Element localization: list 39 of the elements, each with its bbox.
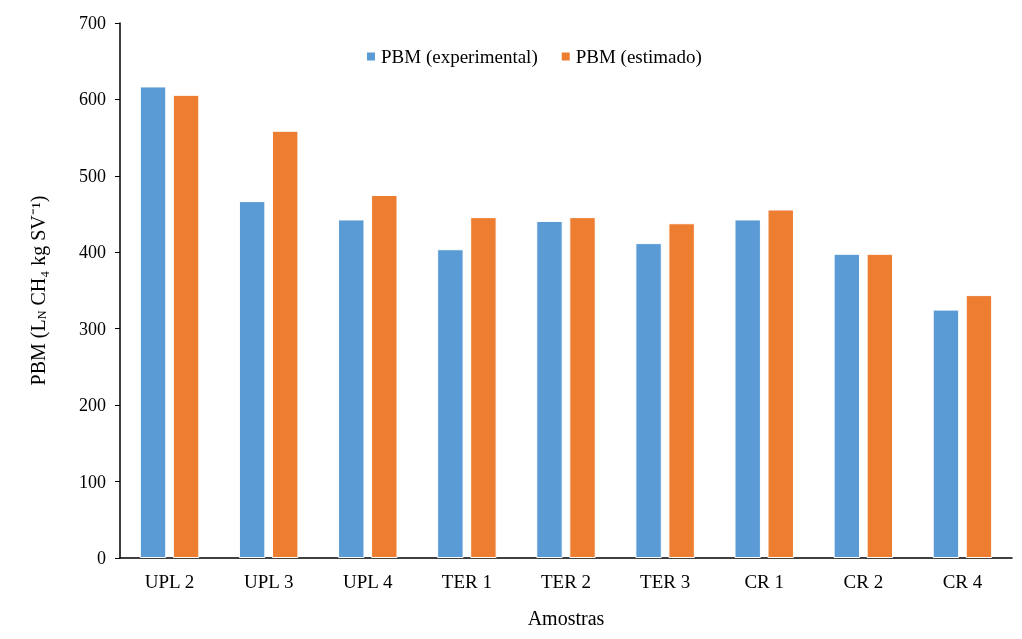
bar [767, 209, 794, 558]
x-tick-label: UPL 4 [343, 571, 393, 592]
x-tick-label: UPL 3 [243, 571, 294, 592]
x-tick-label: CR 1 [744, 571, 785, 592]
bar [635, 243, 662, 558]
x-axis-title: Amostras [527, 607, 605, 629]
y-axis-title: PBM (LN CH₄ kg SV⁻¹) [27, 195, 50, 386]
bar [470, 217, 497, 558]
bar [139, 86, 167, 558]
bar [437, 249, 464, 558]
bar [271, 130, 299, 558]
legend-label: PBM (experimental) [381, 46, 538, 68]
x-tick-label: TER 3 [640, 571, 691, 592]
y-tick-label: 100 [79, 471, 106, 492]
y-tick-label: 0 [97, 548, 106, 568]
bar [965, 295, 993, 558]
bar [668, 223, 695, 558]
y-tick-label: 400 [79, 242, 106, 263]
bar [536, 220, 563, 558]
bar [172, 94, 200, 558]
bar [371, 194, 398, 558]
y-tick-label: 600 [79, 89, 106, 110]
bar [734, 219, 761, 558]
bar [569, 217, 596, 558]
bar [338, 219, 365, 558]
bar [238, 201, 266, 558]
y-tick-label: 500 [79, 165, 106, 186]
y-tick-label: 200 [79, 395, 106, 416]
bar [833, 253, 861, 558]
legend-label: PBM (estimado) [575, 46, 702, 68]
x-tick-label: TER 2 [540, 571, 592, 592]
y-tick-label: 700 [79, 13, 106, 33]
x-tick-label: CR 2 [843, 571, 884, 592]
x-tick-label: CR 4 [942, 571, 983, 592]
y-tick-label: 300 [79, 318, 106, 339]
bar [932, 309, 960, 558]
x-tick-label: TER 1 [441, 571, 492, 592]
x-tick-label: UPL 2 [144, 571, 195, 592]
bar [866, 253, 894, 558]
